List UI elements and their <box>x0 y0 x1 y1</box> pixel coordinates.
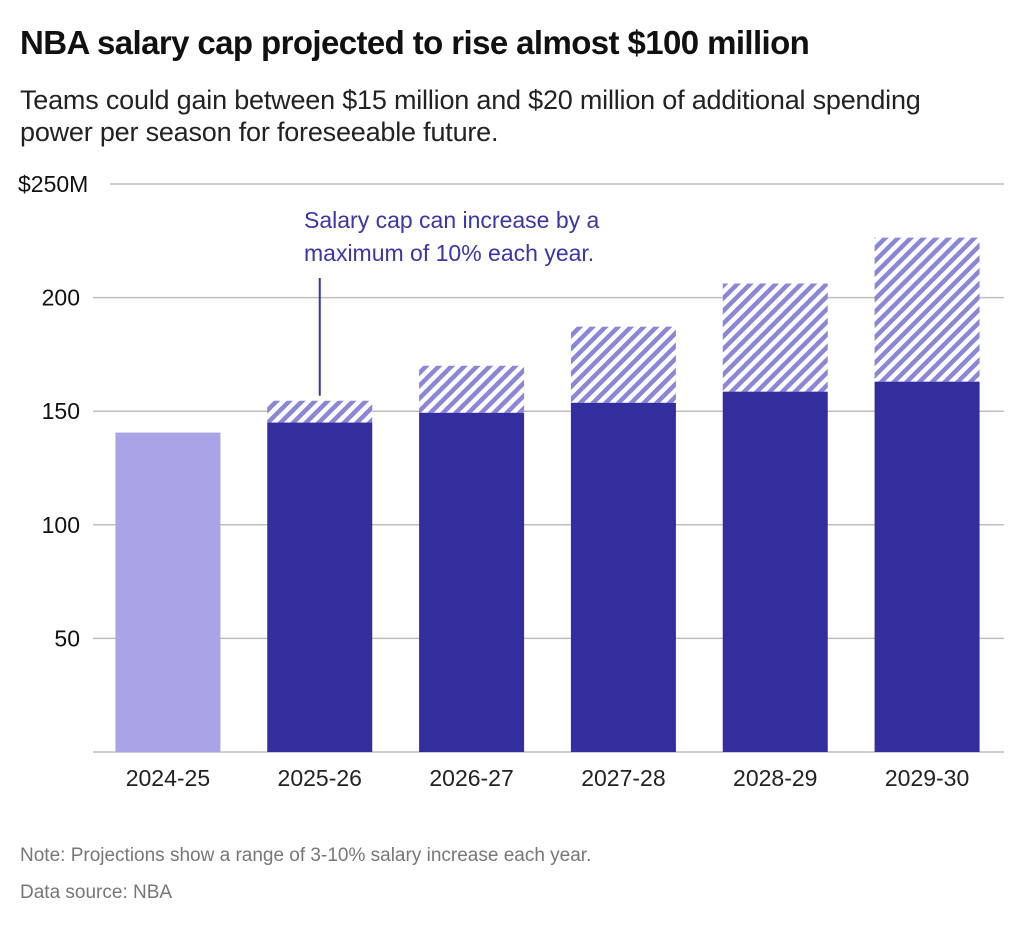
y-tick-label: 200 <box>42 285 80 311</box>
data-source: Data source: NBA <box>20 882 173 903</box>
bar-projected-range <box>419 365 525 413</box>
x-tick-label: 2025-26 <box>278 765 362 791</box>
y-axis-ticks: 50 100 150 200 $250M <box>18 171 88 651</box>
annotation-line-1: Salary cap can increase by a <box>304 207 600 233</box>
y-tick-label: $250M <box>18 171 88 197</box>
x-tick-label: 2027-28 <box>581 765 665 791</box>
bar-actual <box>115 432 221 752</box>
x-tick-label: 2028-29 <box>733 765 817 791</box>
bar-projected-base <box>874 381 980 752</box>
bar-projected-range <box>722 283 828 392</box>
y-tick-label: 100 <box>42 512 80 538</box>
bar-projected-base <box>722 391 828 752</box>
x-tick-label: 2029-30 <box>885 765 969 791</box>
y-tick-label: 150 <box>42 398 80 424</box>
chart-subtitle: Teams could gain between $15 million and… <box>20 85 921 147</box>
footnote: Note: Projections show a range of 3-10% … <box>20 845 592 866</box>
y-tick-label: 50 <box>54 625 80 651</box>
bar-projected-range <box>874 237 980 382</box>
bar-projected-base <box>267 422 373 752</box>
x-tick-label: 2024-25 <box>126 765 210 791</box>
bar-projected-range <box>570 326 676 403</box>
x-axis-ticks: 2024-25 2025-26 2026-27 2027-28 2028-29 2029-… <box>126 765 970 791</box>
chart-title: NBA salary cap projected to rise almost … <box>20 24 810 61</box>
bars <box>115 237 980 752</box>
annotation-text: Salary cap can increase by a maximum of … <box>304 204 599 270</box>
bar-projected-base <box>419 412 525 752</box>
annotation-line-2: maximum of 10% each year. <box>304 240 595 266</box>
bar-projected-range <box>267 400 373 423</box>
gridlines <box>93 183 1004 753</box>
bar-projected-base <box>570 402 676 752</box>
x-tick-label: 2026-27 <box>429 765 513 791</box>
